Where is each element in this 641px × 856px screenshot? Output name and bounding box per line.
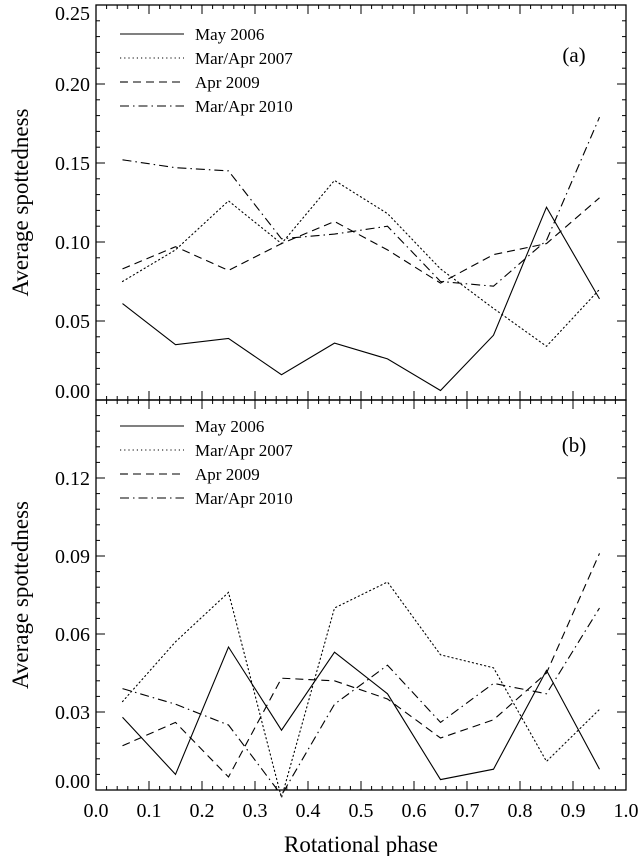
y-axis-title: Average spottedness xyxy=(8,501,33,689)
y-tick-label: 0.00 xyxy=(55,381,90,403)
y-tick-label: 0.06 xyxy=(55,624,90,646)
series-line-4 xyxy=(122,607,600,797)
x-tick-label: 0.4 xyxy=(296,800,321,822)
panel-label: (a) xyxy=(562,43,585,67)
y-tick-label: 0.15 xyxy=(55,153,90,175)
series-line-1 xyxy=(122,645,600,781)
series-line-2 xyxy=(121,581,601,800)
series-line-1 xyxy=(122,205,600,392)
y-tick-label: 0.25 xyxy=(55,3,90,25)
y-tick-label: 0.10 xyxy=(55,232,90,254)
legend-label-2: Mar/Apr 2007 xyxy=(195,441,293,460)
y-tick-label: 0.12 xyxy=(55,468,90,490)
panel-b: 0.0 0.1 0.2 0.3 0.4 0.5 0.6 0.7 0.8 0.9 1.0 Rotatio… xyxy=(8,399,639,856)
x-tick-label: 0.0 xyxy=(84,800,109,822)
legend-label-1: May 2006 xyxy=(195,25,264,44)
y-tick-label: 0.05 xyxy=(55,311,90,333)
legend-label-4: Mar/Apr 2010 xyxy=(195,489,293,508)
x-tick-label: 0.7 xyxy=(455,800,480,822)
y-axis-title: Average spottedness xyxy=(8,108,33,296)
x-tick-label: 0.3 xyxy=(243,800,268,822)
legend-label-2: Mar/Apr 2007 xyxy=(195,49,293,68)
panel-a: 0.00 0.05 0.10 0.15 0.20 0.25 Average spottedn… xyxy=(8,3,627,403)
x-tick-label: 1.0 xyxy=(614,800,639,822)
panel-label: (b) xyxy=(562,433,587,457)
x-axis-title: Rotational phase xyxy=(284,832,438,856)
legend-label-3: Apr 2009 xyxy=(195,73,260,92)
series-line-3 xyxy=(122,553,601,778)
y-tick-label: 0.20 xyxy=(55,74,90,96)
y-tick-label: 0.09 xyxy=(55,546,90,568)
x-tick-label: 0.1 xyxy=(137,800,162,822)
series-line-3 xyxy=(122,197,600,284)
y-tick-label: 0.03 xyxy=(55,702,90,724)
x-tick-label: 0.9 xyxy=(561,800,586,822)
x-tick-label: 0.5 xyxy=(349,800,374,822)
x-tick-label: 0.8 xyxy=(508,800,533,822)
legend-label-1: May 2006 xyxy=(195,417,264,436)
series-line-2 xyxy=(121,179,601,348)
x-tick-label: 0.2 xyxy=(190,800,215,822)
y-tick-label: 0.00 xyxy=(55,771,90,793)
legend-label-3: Apr 2009 xyxy=(195,465,260,484)
legend-label-4: Mar/Apr 2010 xyxy=(195,97,293,116)
series-line-4 xyxy=(122,116,601,287)
x-tick-label: 0.6 xyxy=(402,800,427,822)
